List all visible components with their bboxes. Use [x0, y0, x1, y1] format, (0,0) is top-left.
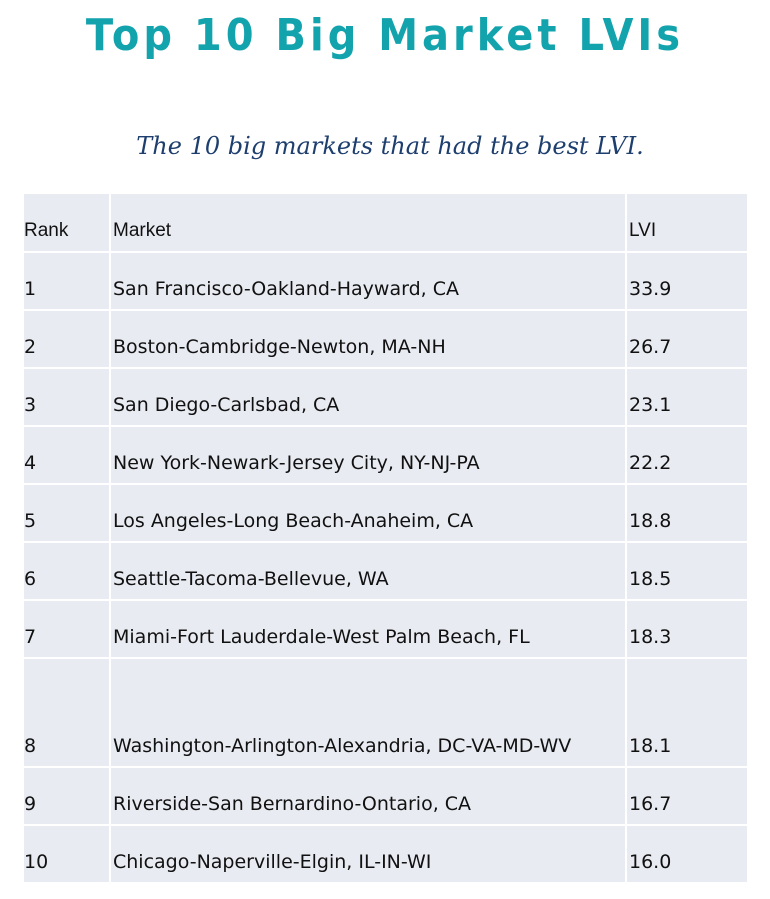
- lvi-cell: 23.1: [627, 369, 747, 427]
- rank-cell: 7: [24, 601, 111, 659]
- lvi-cell: 33.9: [627, 253, 747, 311]
- table-row: 10 Chicago-Naperville-Elgin, IL-IN-WI 16…: [24, 826, 747, 884]
- table-row: 9 Riverside-San Bernardino-Ontario, CA 1…: [24, 768, 747, 826]
- lvi-cell: 26.7: [627, 311, 747, 369]
- rank-cell: 9: [24, 768, 111, 826]
- page-subtitle: The 10 big markets that had the best LVI…: [136, 132, 644, 160]
- market-cell: Riverside-San Bernardino-Ontario, CA: [111, 768, 627, 826]
- lvi-cell: 16.7: [627, 768, 747, 826]
- rank-cell: 6: [24, 543, 111, 601]
- market-cell: Los Angeles-Long Beach-Anaheim, CA: [111, 485, 627, 543]
- table-row: 1 San Francisco-Oakland-Hayward, CA 33.9: [24, 253, 747, 311]
- lvi-cell: 18.5: [627, 543, 747, 601]
- lvi-cell: 16.0: [627, 826, 747, 884]
- lvi-table-container: Rank Market LVI 1 San Francisco-Oakland-…: [24, 194, 747, 884]
- rank-cell: 10: [24, 826, 111, 884]
- table-row: 5 Los Angeles-Long Beach-Anaheim, CA 18.…: [24, 485, 747, 543]
- rank-cell: 3: [24, 369, 111, 427]
- rank-cell: 8: [24, 659, 111, 768]
- lvi-table: Rank Market LVI 1 San Francisco-Oakland-…: [24, 194, 747, 884]
- table-row: 3 San Diego-Carlsbad, CA 23.1: [24, 369, 747, 427]
- table-row: 2 Boston-Cambridge-Newton, MA-NH 26.7: [24, 311, 747, 369]
- rank-cell: 2: [24, 311, 111, 369]
- rank-cell: 5: [24, 485, 111, 543]
- market-cell: San Francisco-Oakland-Hayward, CA: [111, 253, 627, 311]
- table-row: 8 Washington-Arlington-Alexandria, DC-VA…: [24, 659, 747, 768]
- table-row: 4 New York-Newark-Jersey City, NY-NJ-PA …: [24, 427, 747, 485]
- header-market: Market: [111, 194, 627, 253]
- page-title: Top 10 Big Market LVIs: [85, 11, 685, 61]
- lvi-cell: 22.2: [627, 427, 747, 485]
- market-cell: Miami-Fort Lauderdale-West Palm Beach, F…: [111, 601, 627, 659]
- table-header-row: Rank Market LVI: [24, 194, 747, 253]
- lvi-cell: 18.3: [627, 601, 747, 659]
- market-cell: Chicago-Naperville-Elgin, IL-IN-WI: [111, 826, 627, 884]
- lvi-cell: 18.8: [627, 485, 747, 543]
- rank-cell: 4: [24, 427, 111, 485]
- header-rank: Rank: [24, 194, 111, 253]
- market-cell: San Diego-Carlsbad, CA: [111, 369, 627, 427]
- market-cell: Boston-Cambridge-Newton, MA-NH: [111, 311, 627, 369]
- header-lvi: LVI: [627, 194, 747, 253]
- rank-cell: 1: [24, 253, 111, 311]
- market-cell: Washington-Arlington-Alexandria, DC-VA-M…: [111, 659, 627, 768]
- table-row: 7 Miami-Fort Lauderdale-West Palm Beach,…: [24, 601, 747, 659]
- market-cell: New York-Newark-Jersey City, NY-NJ-PA: [111, 427, 627, 485]
- market-cell: Seattle-Tacoma-Bellevue, WA: [111, 543, 627, 601]
- lvi-cell: 18.1: [627, 659, 747, 768]
- table-row: 6 Seattle-Tacoma-Bellevue, WA 18.5: [24, 543, 747, 601]
